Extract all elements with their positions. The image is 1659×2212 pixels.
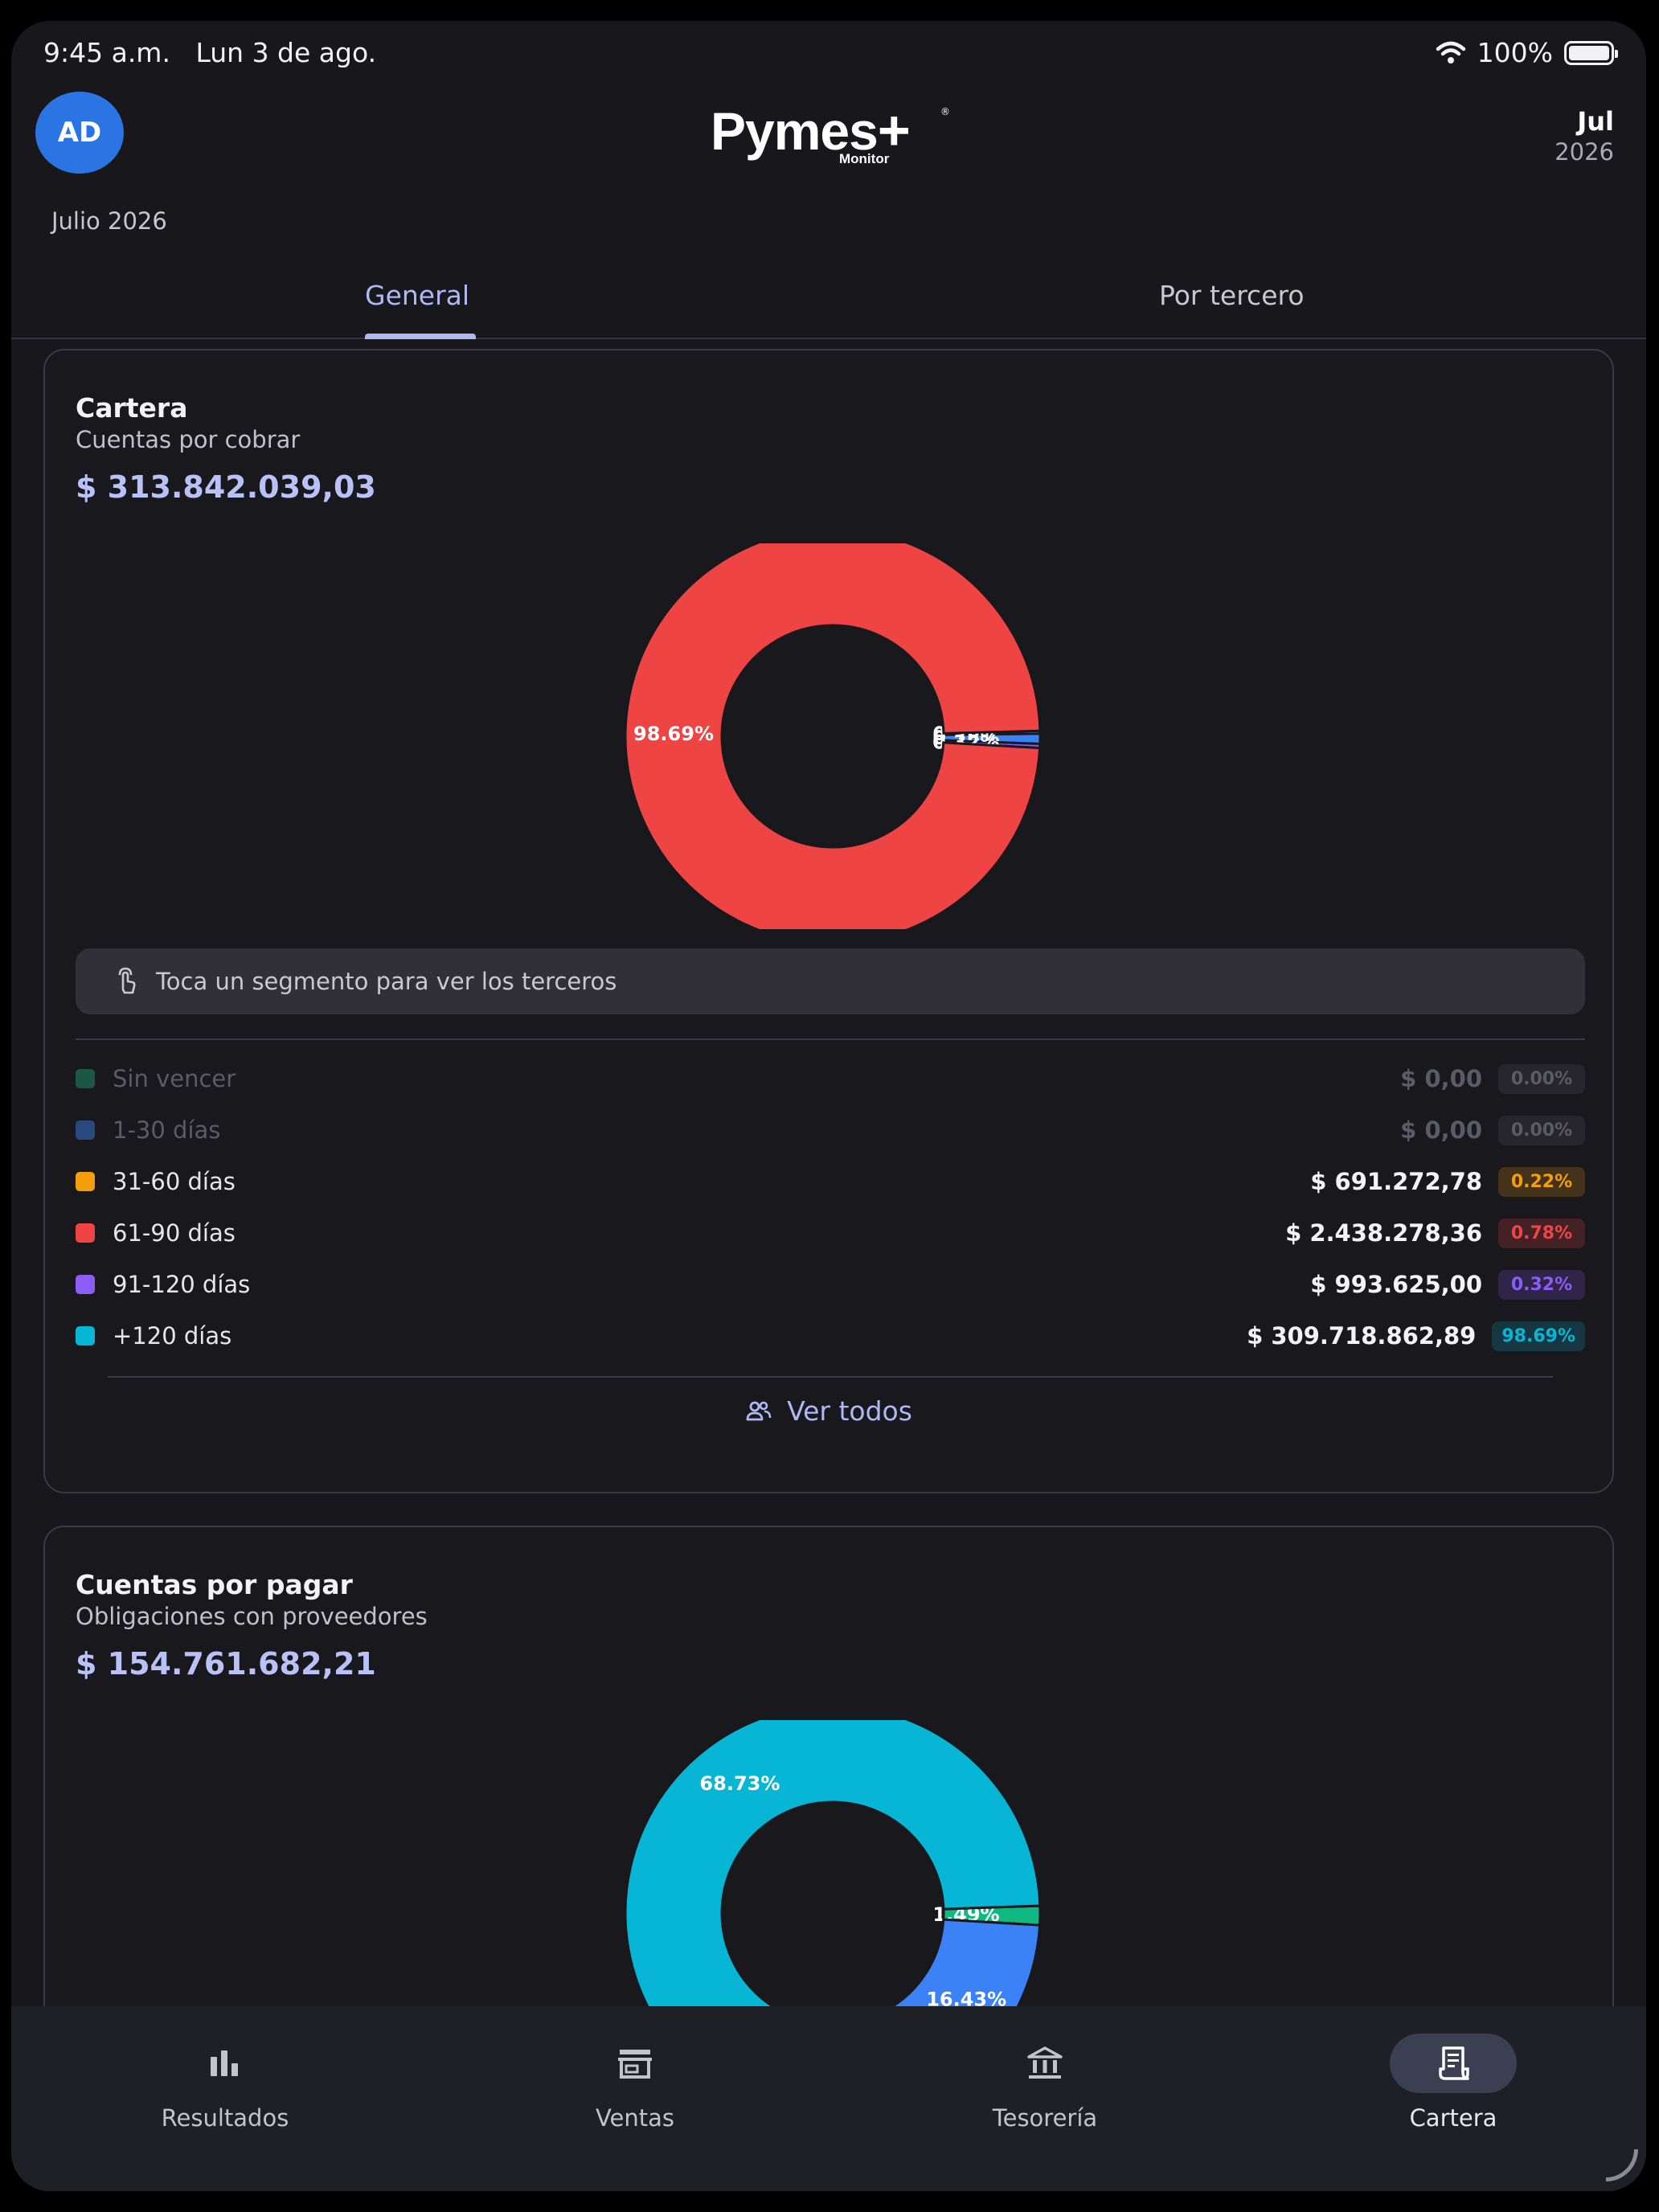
status-right: 100%	[1436, 37, 1618, 68]
tap-hand-icon	[118, 967, 136, 994]
bar-chart-icon	[211, 2050, 238, 2076]
legend-label: +120 días	[113, 1322, 232, 1350]
donut-slice-label: 68.73%	[699, 1772, 780, 1795]
legend-label: 91-120 días	[113, 1271, 251, 1298]
legend-amount: $ 0,00	[1400, 1116, 1482, 1144]
legend-amount: $ 993.625,00	[1310, 1271, 1482, 1298]
segment-hint: Toca un segmento para ver los terceros	[76, 948, 1585, 1014]
bottom-nav: Resultados Ventas	[11, 2006, 1646, 2191]
legend-divider-bottom	[108, 1376, 1553, 1378]
period-selector[interactable]: Jul 2026	[1555, 106, 1614, 166]
tab-indicator	[365, 334, 476, 339]
nav-cartera[interactable]: Cartera	[1325, 2034, 1582, 2132]
see-all-label: Ver todos	[787, 1395, 912, 1427]
cartera-donut-chart[interactable]: 0.22%0.78%0.32%98.69%	[624, 543, 1042, 929]
legend-label: 31-60 días	[113, 1168, 236, 1195]
legend-color-swatch	[76, 1172, 95, 1191]
nav-tesoreria[interactable]: Tesorería	[916, 2034, 1174, 2132]
nav-ventas[interactable]: Ventas	[506, 2034, 764, 2132]
status-time: 9:45 a.m. Lun 3 de ago.	[43, 37, 377, 68]
bank-icon	[1027, 2046, 1063, 2079]
users-icon	[746, 1401, 772, 1420]
cartera-total: $ 313.842.039,03	[76, 469, 376, 505]
cartera-subtitle: Cuentas por cobrar	[76, 426, 301, 453]
avatar[interactable]: AD	[35, 92, 124, 174]
legend-row[interactable]: 61-90 días $ 2.438.278,36 0.78%	[76, 1214, 1585, 1252]
legend-row[interactable]: 91-120 días $ 993.625,00 0.32%	[76, 1265, 1585, 1304]
status-date: Lun 3 de ago.	[195, 37, 377, 68]
tab-bar: General Por tercero	[11, 254, 1646, 339]
legend-amount: $ 2.438.278,36	[1285, 1219, 1482, 1247]
legend-percent-badge: 98.69%	[1492, 1321, 1585, 1351]
period-year: 2026	[1555, 138, 1614, 166]
legend-percent-badge: 0.22%	[1498, 1166, 1585, 1197]
legend-divider-top	[76, 1038, 1585, 1040]
cuentas-pagar-title: Cuentas por pagar	[76, 1569, 353, 1600]
nav-label-tesoreria: Tesorería	[992, 2104, 1098, 2132]
donut-slice-label: 98.69%	[633, 723, 714, 745]
legend-row[interactable]: Sin vencer $ 0,00 0.00%	[76, 1059, 1585, 1098]
legend-label: 61-90 días	[113, 1219, 236, 1247]
nav-label-resultados: Resultados	[161, 2104, 289, 2132]
cuentas-pagar-total: $ 154.761.682,21	[76, 1646, 376, 1682]
cartera-card: Cartera Cuentas por cobrar $ 313.842.039…	[43, 349, 1614, 1493]
legend-label: 1-30 días	[113, 1116, 221, 1144]
status-bar: 9:45 a.m. Lun 3 de ago. 100%	[11, 21, 1646, 85]
legend-percent-badge: 0.00%	[1498, 1063, 1585, 1094]
app-logo: Pymes+ ® Monitor	[711, 99, 950, 166]
month-label: Julio 2026	[51, 207, 167, 235]
battery-icon	[1564, 40, 1618, 65]
battery-percent: 100%	[1477, 37, 1553, 68]
period-month: Jul	[1577, 106, 1614, 137]
legend-percent-badge: 0.78%	[1498, 1218, 1585, 1248]
legend-amount: $ 691.272,78	[1310, 1168, 1482, 1195]
legend-row[interactable]: +120 días $ 309.718.862,89 98.69%	[76, 1317, 1585, 1355]
legend-percent-badge: 0.32%	[1498, 1269, 1585, 1300]
legend-color-swatch	[76, 1326, 95, 1346]
legend-label: Sin vencer	[113, 1065, 236, 1092]
tab-por-tercero[interactable]: Por tercero	[1159, 280, 1305, 311]
see-all-button[interactable]: Ver todos	[45, 1395, 1612, 1427]
donut-slice[interactable]	[624, 543, 1042, 929]
cartera-title: Cartera	[76, 392, 188, 424]
nav-resultados[interactable]: Resultados	[96, 2034, 354, 2132]
legend-amount: $ 309.718.862,89	[1247, 1322, 1477, 1350]
tab-general[interactable]: General	[365, 280, 470, 311]
hint-text: Toca un segmento para ver los terceros	[156, 968, 617, 995]
app-screen: 9:45 a.m. Lun 3 de ago. 100% AD Pymes+ ®…	[11, 21, 1646, 2191]
store-icon	[618, 2050, 652, 2079]
wifi-icon	[1436, 41, 1465, 63]
legend-color-swatch	[76, 1275, 95, 1294]
nav-label-ventas: Ventas	[595, 2104, 675, 2132]
legend-row[interactable]: 1-30 días $ 0,00 0.00%	[76, 1111, 1585, 1149]
legend-color-swatch	[76, 1069, 95, 1088]
legend-color-swatch	[76, 1120, 95, 1140]
legend-amount: $ 0,00	[1400, 1065, 1482, 1092]
cuentas-pagar-subtitle: Obligaciones con proveedores	[76, 1603, 428, 1630]
receipt-icon	[1439, 2046, 1469, 2080]
nav-label-cartera: Cartera	[1409, 2104, 1497, 2132]
legend-color-swatch	[76, 1223, 95, 1243]
legend-percent-badge: 0.00%	[1498, 1115, 1585, 1145]
legend-row[interactable]: 31-60 días $ 691.272,78 0.22%	[76, 1162, 1585, 1201]
